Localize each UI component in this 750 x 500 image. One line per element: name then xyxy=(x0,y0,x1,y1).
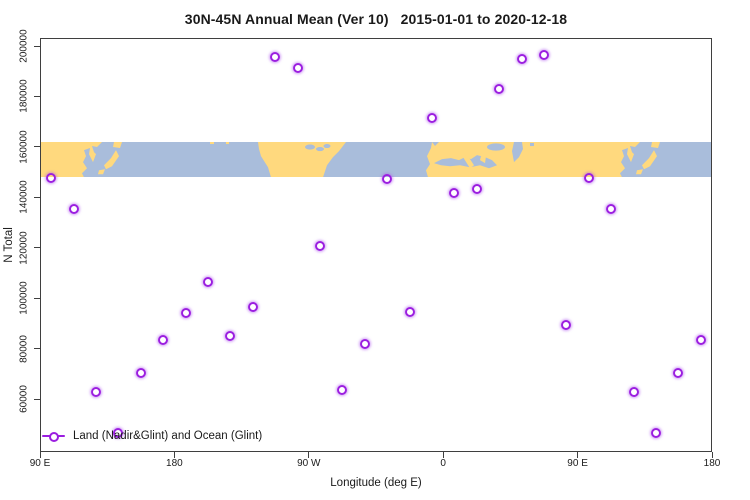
data-point xyxy=(516,54,527,65)
legend: Land (Nadir&Glint) and Ocean (Glint) xyxy=(42,429,262,443)
y-tick-label: 180000 xyxy=(18,79,30,114)
landmass-asia xyxy=(40,141,102,178)
great-lakes xyxy=(323,143,331,148)
legend-line-symbol xyxy=(42,429,65,443)
data-point xyxy=(449,188,460,199)
data-point xyxy=(315,241,325,251)
caspian-sea xyxy=(512,141,523,163)
x-tick-label: 0 xyxy=(440,458,446,469)
x-tick-mark xyxy=(711,452,713,458)
x-tick-mark xyxy=(308,452,310,458)
legend-label: Land (Nadir&Glint) and Ocean (Glint) xyxy=(73,430,263,442)
y-tick-mark xyxy=(34,95,40,97)
data-point xyxy=(91,386,101,397)
data-point xyxy=(203,276,213,287)
greece-peninsula xyxy=(480,155,486,164)
data-point xyxy=(471,184,482,195)
data-point xyxy=(494,84,505,95)
world-map-band xyxy=(40,141,712,178)
x-tick-label: 90 E xyxy=(29,458,51,469)
data-point xyxy=(225,330,236,341)
island-kyushu xyxy=(98,169,105,175)
x-tick-mark xyxy=(442,452,444,458)
data-point xyxy=(651,428,661,439)
y-tick-mark xyxy=(34,247,40,249)
y-tick-mark xyxy=(34,297,40,299)
data-point xyxy=(359,338,370,349)
island-kyushu-repeat xyxy=(636,169,643,175)
data-point xyxy=(695,334,706,345)
great-lakes xyxy=(305,144,315,150)
island-honshu xyxy=(104,149,119,170)
data-point xyxy=(583,172,594,183)
x-tick-label: 90 E xyxy=(567,458,588,469)
data-point xyxy=(539,49,549,60)
black-sea xyxy=(487,143,505,151)
data-point xyxy=(158,334,169,345)
data-point xyxy=(337,385,348,396)
island-hokkaido xyxy=(113,141,122,148)
y-tick-label: 160000 xyxy=(18,130,30,164)
data-point xyxy=(382,174,393,185)
y-axis-title: N Total xyxy=(3,227,15,263)
y-tick-mark xyxy=(34,196,40,198)
data-point xyxy=(135,367,146,378)
chart-title: 30N-45N Annual Mean (Ver 10) 2015-01-01 … xyxy=(184,11,568,27)
aleutian-islands xyxy=(226,141,229,144)
x-tick-label: 90 W xyxy=(297,458,321,469)
y-tick-mark xyxy=(34,146,40,148)
y-tick-label: 120000 xyxy=(18,231,30,265)
x-tick-mark xyxy=(39,452,41,458)
y-tick-label: 60000 xyxy=(18,385,30,413)
data-point xyxy=(270,52,281,63)
world-map-svg xyxy=(40,141,712,178)
data-point xyxy=(113,428,124,439)
x-tick-mark xyxy=(577,452,579,458)
data-point xyxy=(68,203,79,214)
landmass-eurasia-africa xyxy=(426,141,640,178)
data-point xyxy=(180,307,191,318)
y-tick-label: 140000 xyxy=(18,180,30,215)
data-point xyxy=(292,63,303,73)
y-tick-mark xyxy=(34,398,40,400)
island-hokkaido-repeat xyxy=(651,141,660,148)
y-tick-label: 100000 xyxy=(18,281,30,315)
landmass-north-america xyxy=(258,141,346,178)
y-tick-label: 80000 xyxy=(18,334,30,363)
y-tick-label: 200000 xyxy=(18,29,30,63)
aral-sea xyxy=(530,142,534,146)
data-point xyxy=(46,172,57,183)
x-tick-label: 180 xyxy=(703,458,721,469)
data-point xyxy=(673,367,684,378)
x-axis-title: Longitude (deg E) xyxy=(330,477,422,489)
data-point xyxy=(628,386,639,397)
data-point xyxy=(404,306,415,317)
aleutian-islands xyxy=(210,141,214,144)
y-tick-mark xyxy=(34,45,40,47)
island-honshu-repeat xyxy=(642,149,657,170)
x-tick-label: 180 xyxy=(166,458,183,469)
bay-of-biscay xyxy=(432,141,439,146)
data-point xyxy=(427,113,437,124)
x-tick-mark xyxy=(173,452,175,458)
plot-area-frame xyxy=(40,38,712,452)
data-point xyxy=(247,302,258,313)
y-tick-mark xyxy=(34,348,40,350)
italy-peninsula xyxy=(463,154,474,169)
data-point xyxy=(561,320,572,331)
great-lakes xyxy=(316,146,324,151)
legend-point-symbol xyxy=(49,431,59,442)
data-point xyxy=(606,203,617,214)
